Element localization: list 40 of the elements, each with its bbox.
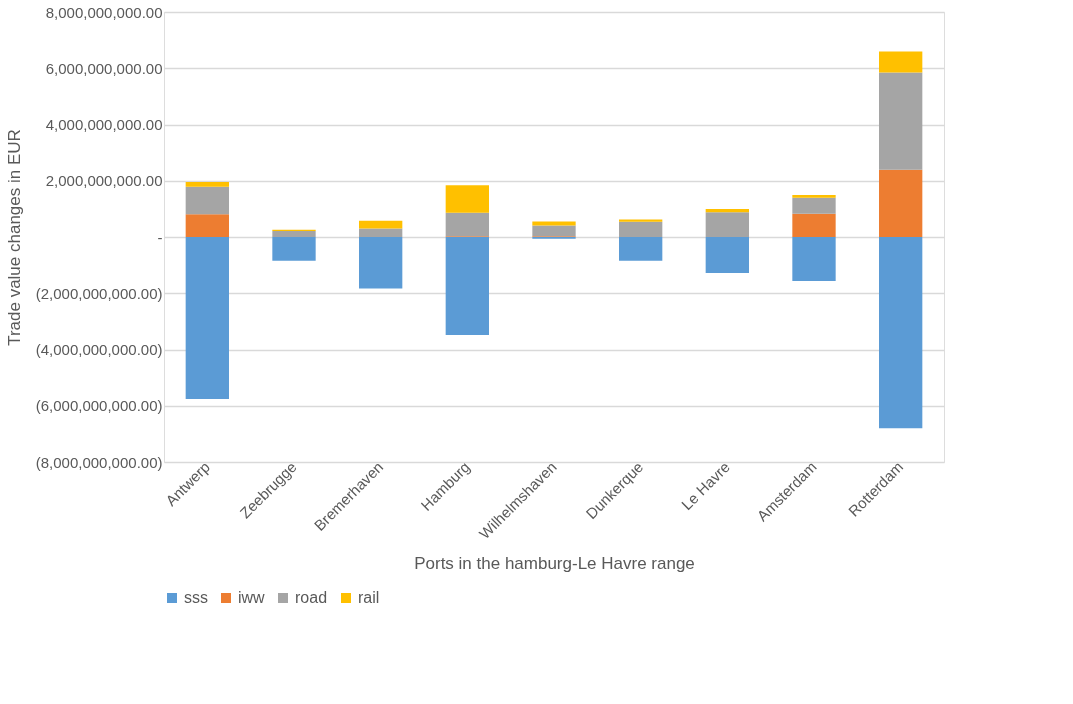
bar	[705, 212, 749, 237]
x-axis-title: Ports in the hamburg-Le Havre range	[414, 554, 695, 574]
y-tick-label: (4,000,000,000.00)	[35, 341, 163, 358]
bar	[879, 51, 923, 73]
y-tick-label: 4,000,000,000.00	[45, 116, 163, 133]
bar	[445, 185, 489, 213]
bar	[532, 225, 576, 237]
bar	[879, 169, 923, 237]
bar	[445, 237, 489, 335]
y-tick-label: (6,000,000,000.00)	[35, 397, 163, 415]
legend-label: sss	[184, 589, 208, 606]
y-axis-title: Trade value changes in EUR	[4, 129, 24, 346]
bar	[445, 212, 489, 237]
bar	[619, 221, 663, 237]
bar	[879, 237, 923, 429]
bar	[359, 228, 403, 237]
y-tick-label: (2,000,000,000.00)	[35, 284, 163, 302]
bar	[185, 237, 229, 399]
bar	[792, 197, 836, 214]
bar	[792, 213, 836, 237]
bar	[705, 237, 749, 273]
legend-label: road	[295, 589, 328, 606]
y-tick-label: 2,000,000,000.00	[45, 172, 163, 190]
bar	[619, 237, 663, 261]
bar	[272, 231, 316, 237]
bar	[792, 237, 836, 281]
bar	[879, 72, 923, 170]
y-tick-label: 6,000,000,000.00	[45, 59, 163, 77]
bar	[359, 237, 403, 289]
y-tick-label: 8,000,000,000.00	[45, 3, 163, 21]
bar	[185, 214, 229, 237]
bar	[272, 237, 316, 261]
y-tick-label: -	[157, 228, 163, 246]
y-tick-label: (8,000,000,000.00)	[35, 453, 163, 471]
legend-label: rail	[358, 589, 380, 606]
legend-label: iww	[238, 589, 266, 606]
bar	[792, 195, 836, 198]
bar	[359, 220, 403, 229]
bar	[185, 186, 229, 215]
bar	[185, 181, 229, 187]
